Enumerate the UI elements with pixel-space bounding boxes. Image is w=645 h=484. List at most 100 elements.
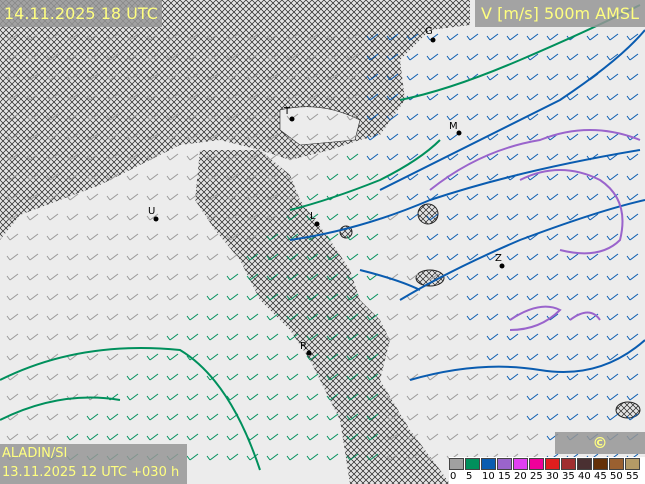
wind-barb	[546, 333, 559, 341]
wind-barb	[186, 53, 199, 61]
wind-barb	[66, 133, 79, 141]
wind-barb	[326, 313, 339, 321]
wind-barb	[366, 433, 379, 441]
wind-barb	[546, 253, 559, 261]
wind-barb	[166, 413, 179, 421]
wind-barb	[386, 113, 399, 121]
wind-barb	[126, 273, 139, 281]
wind-barb	[46, 193, 59, 201]
city-label: L	[310, 211, 316, 222]
wind-barb	[186, 93, 199, 101]
model-info: ALADIN/SI 13.11.2025 12 UTC +030 h	[0, 444, 187, 484]
wind-barb	[146, 413, 159, 421]
wind-barb	[506, 293, 519, 301]
wind-barb	[566, 93, 579, 101]
contour-10	[289, 29, 645, 381]
wind-barb	[506, 53, 519, 61]
wind-barb	[166, 293, 179, 301]
wind-barb	[146, 393, 159, 401]
wind-barb	[166, 73, 179, 81]
wind-barb	[146, 253, 159, 261]
wind-barb	[146, 73, 159, 81]
wind-barb	[606, 33, 619, 41]
wind-barb	[486, 93, 499, 101]
wind-barb	[606, 213, 619, 221]
wind-barb	[286, 273, 299, 281]
wind-barb	[626, 153, 639, 161]
wind-barb	[466, 173, 479, 181]
wind-barb	[626, 213, 639, 221]
wind-barb	[226, 133, 239, 141]
wind-barb	[286, 133, 299, 141]
wind-barb	[166, 393, 179, 401]
wind-barb	[306, 453, 319, 461]
wind-barb	[86, 333, 99, 341]
wind-barb	[626, 293, 639, 301]
wind-barb	[186, 313, 199, 321]
wind-barb	[86, 413, 99, 421]
wind-barb	[346, 393, 359, 401]
wind-barb	[266, 213, 279, 221]
wind-barb	[106, 313, 119, 321]
wind-barb	[186, 193, 199, 201]
wind-barb	[626, 53, 639, 61]
wind-barb	[446, 33, 459, 41]
wind-barb	[266, 273, 279, 281]
wind-barb	[186, 273, 199, 281]
wind-barb	[246, 53, 259, 61]
wind-barb	[266, 253, 279, 261]
wind-barb	[326, 373, 339, 381]
contour-5	[0, 4, 641, 471]
wind-barb	[346, 233, 359, 241]
wind-barb	[146, 113, 159, 121]
wind-barb	[286, 393, 299, 401]
wind-barb	[566, 73, 579, 81]
wind-barb	[166, 353, 179, 361]
wind-barb	[6, 233, 19, 241]
wind-barb	[346, 213, 359, 221]
wind-barb	[186, 133, 199, 141]
wind-barb	[406, 53, 419, 61]
wind-barb	[86, 213, 99, 221]
wind-barb	[486, 213, 499, 221]
wind-barb	[6, 93, 19, 101]
wind-barb	[86, 93, 99, 101]
wind-barb	[326, 173, 339, 181]
wind-barb	[166, 153, 179, 161]
wind-barb	[66, 253, 79, 261]
wind-barb	[626, 93, 639, 101]
wind-barb	[526, 393, 539, 401]
wind-barb	[366, 233, 379, 241]
legend-swatch	[497, 458, 512, 470]
wind-barb	[566, 253, 579, 261]
wind-barb	[126, 373, 139, 381]
wind-barb	[206, 453, 219, 461]
wind-barb	[526, 93, 539, 101]
wind-barb	[106, 153, 119, 161]
wind-barb	[386, 53, 399, 61]
wind-barb	[446, 233, 459, 241]
wind-barb	[346, 253, 359, 261]
wind-barb	[366, 213, 379, 221]
wind-barb	[386, 153, 399, 161]
wind-barb	[546, 73, 559, 81]
wind-barb	[206, 193, 219, 201]
wind-barb	[186, 213, 199, 221]
wind-barb	[46, 273, 59, 281]
legend-label: 0	[450, 471, 457, 482]
city-label: U	[148, 206, 156, 217]
wind-barb	[466, 333, 479, 341]
wind-barb	[386, 373, 399, 381]
wind-barb	[106, 113, 119, 121]
wind-barb	[586, 53, 599, 61]
wind-barb	[226, 113, 239, 121]
wind-barb	[346, 33, 359, 41]
wind-barb	[366, 113, 379, 121]
wind-barb	[346, 313, 359, 321]
wind-barb	[86, 233, 99, 241]
wind-barb	[366, 413, 379, 421]
wind-barb	[326, 253, 339, 261]
wind-barb	[186, 113, 199, 121]
wind-barb	[166, 373, 179, 381]
wind-barb	[406, 413, 419, 421]
